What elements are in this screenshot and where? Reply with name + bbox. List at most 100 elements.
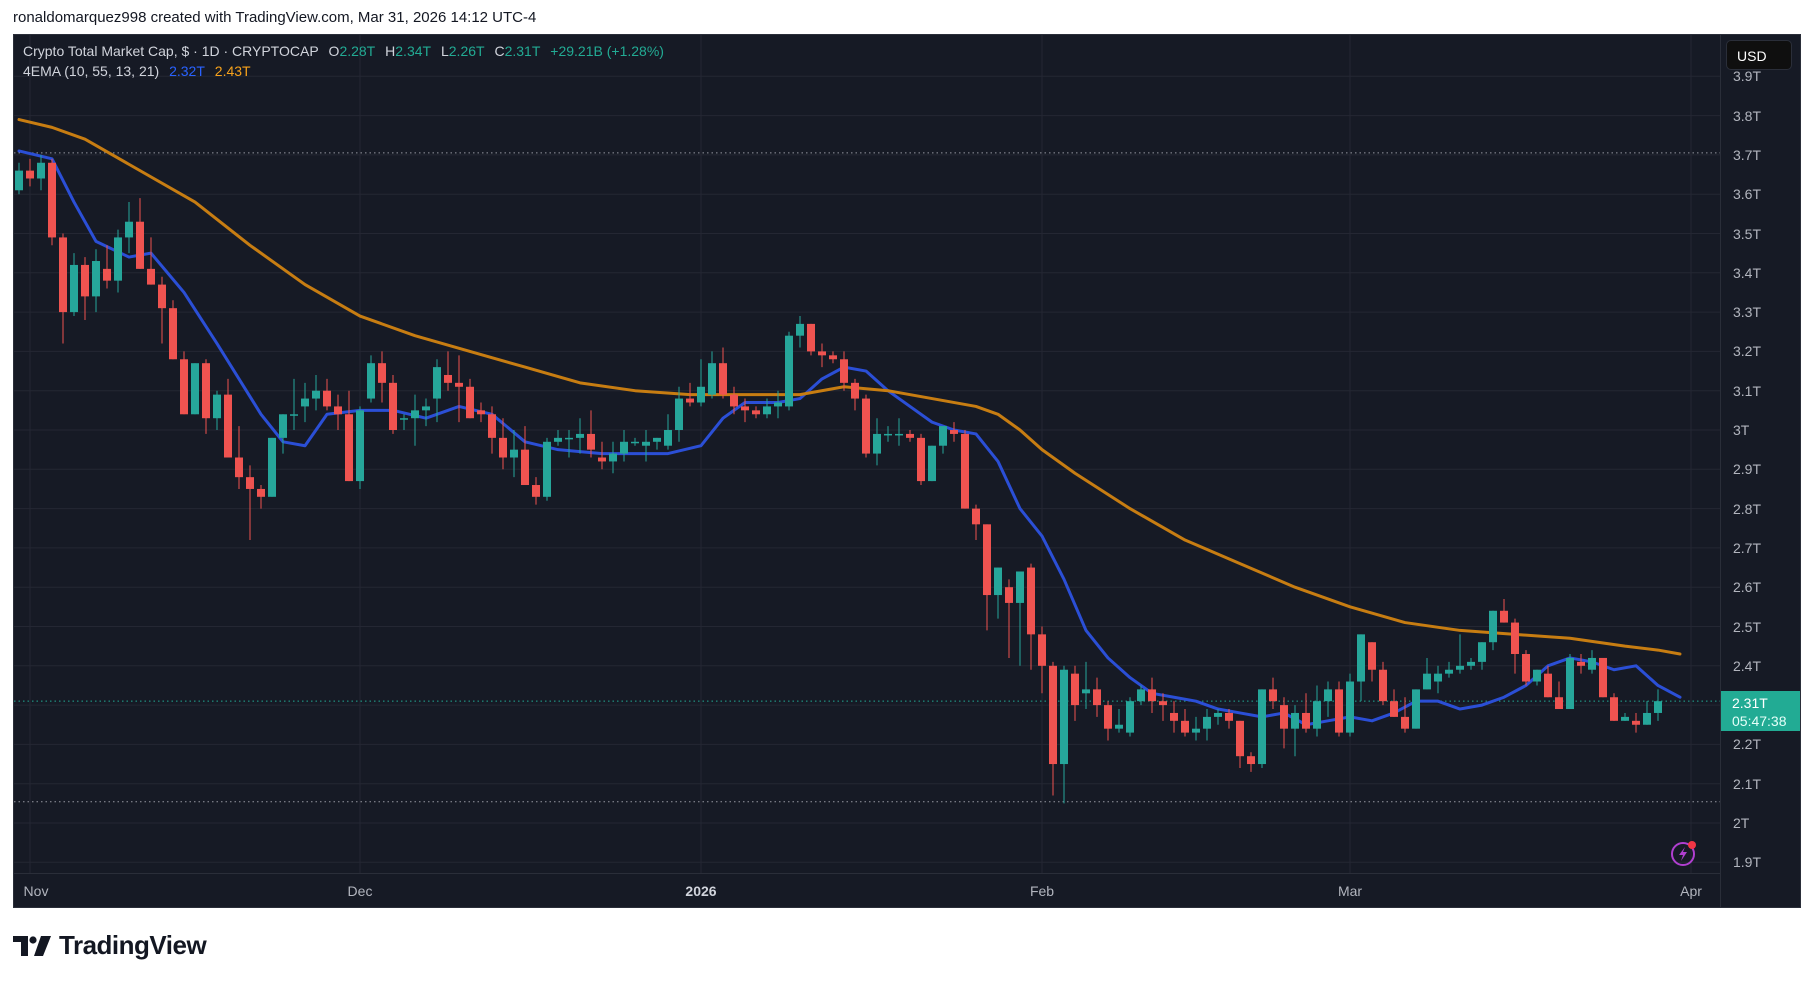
candle [719,347,727,399]
candle [983,524,991,631]
candle [1060,665,1068,804]
candle [521,426,529,486]
candle [114,229,122,293]
candle [1324,681,1332,717]
candle [895,418,903,446]
candle [158,276,166,344]
candle [246,465,254,541]
candle [235,426,243,489]
candle [1445,661,1453,678]
lightning-alert-icon[interactable] [1669,838,1699,873]
candle [1390,689,1398,717]
price-tick-label: 3.6T [1733,186,1762,203]
chart-credit: ronaldomarquez998 created with TradingVi… [13,9,537,26]
candle [378,351,386,403]
candle [532,477,540,505]
candle [1082,661,1090,710]
candle [708,351,716,399]
candle [1511,618,1519,674]
candle [774,390,782,419]
candle [1269,677,1277,710]
price-tick-label: 2.7T [1733,539,1762,556]
candle [1214,709,1222,725]
candle [950,422,958,442]
candle [543,437,551,501]
candle [1049,661,1057,796]
candle [312,374,320,411]
candle [730,386,738,415]
tradingview-logo-icon [13,935,51,956]
candle [1225,709,1233,729]
price-tick-label: 3.4T [1733,264,1762,281]
candle [1181,709,1189,737]
candle [301,382,309,423]
candle [796,316,804,348]
candle [1401,697,1409,733]
price-tick-label: 3.3T [1733,304,1762,321]
candle [1599,657,1607,698]
candle [631,437,639,446]
candle [400,414,408,430]
candle [510,430,518,478]
candle [1467,657,1475,670]
chart-plot-area[interactable]: Crypto Total Market Cap, $ · 1D · CRYPTO… [14,35,1720,873]
candle [664,414,672,450]
price-axis[interactable]: 3.9T 3.8T 3.7T 3.6T 3.5T 3.4T 3.3T 3.2T 3.1T 3T 2.… [1720,35,1800,907]
candle [213,390,221,430]
candle [488,406,496,454]
ohlc-low: L2.26T [440,43,485,59]
last-price-tag: 2.31T 05:47:38 [1721,691,1800,731]
candle [1192,716,1200,741]
time-tick-label: Mar [1337,883,1363,899]
candle [356,406,364,489]
candle [389,374,397,434]
candle [1533,669,1541,686]
candle [807,323,815,356]
tradingview-logo[interactable]: TradingView [13,930,207,961]
candle [1170,701,1178,733]
candle [15,162,23,195]
symbol-title[interactable]: Crypto Total Market Cap, $ · 1D · CRYPTO… [23,43,319,59]
price-tick-label: 3.1T [1733,382,1762,399]
candle [1071,665,1079,721]
time-axis[interactable]: Nov Dec 2026 Feb Mar Apr [14,873,1720,907]
candle [1412,689,1420,729]
candle [741,398,749,423]
candle [1643,701,1651,725]
candle [1104,701,1112,741]
candle [1247,752,1255,772]
time-tick-label: Feb [1029,883,1055,899]
candle [411,394,419,446]
candle [257,485,265,509]
price-tick-label: 2.2T [1733,736,1762,753]
candle [686,382,694,407]
candle [1148,677,1156,713]
chart-legend: Crypto Total Market Cap, $ · 1D · CRYPTO… [23,41,670,81]
candle [147,237,155,285]
candle [136,198,144,269]
currency-button[interactable]: USD [1726,40,1792,70]
price-tick-label: 3.5T [1733,225,1762,242]
candle [1038,626,1046,694]
price-tick-label: 3.2T [1733,343,1762,360]
ema-line [17,118,1682,656]
candle [1478,642,1486,670]
candle [1137,685,1145,706]
candle [1005,579,1013,658]
price-tick-label: 2.4T [1733,657,1762,674]
candle [642,430,650,462]
candle [422,398,430,427]
candle [191,363,199,415]
candle [1654,689,1662,721]
candle [1500,598,1508,623]
legend-symbol-row: Crypto Total Market Cap, $ · 1D · CRYPTO… [23,41,670,61]
chart-frame: Crypto Total Market Cap, $ · 1D · CRYPTO… [13,34,1801,908]
price-chart [14,35,1720,873]
indicator-title[interactable]: 4EMA (10, 55, 13, 21) [23,63,160,79]
candle [1632,712,1640,733]
ohlc-change: +29.21B (+1.28%) [550,43,664,59]
candle [1302,693,1310,733]
time-tick-label: Apr [1680,883,1702,899]
candle [1434,665,1442,694]
candle [1203,709,1211,741]
